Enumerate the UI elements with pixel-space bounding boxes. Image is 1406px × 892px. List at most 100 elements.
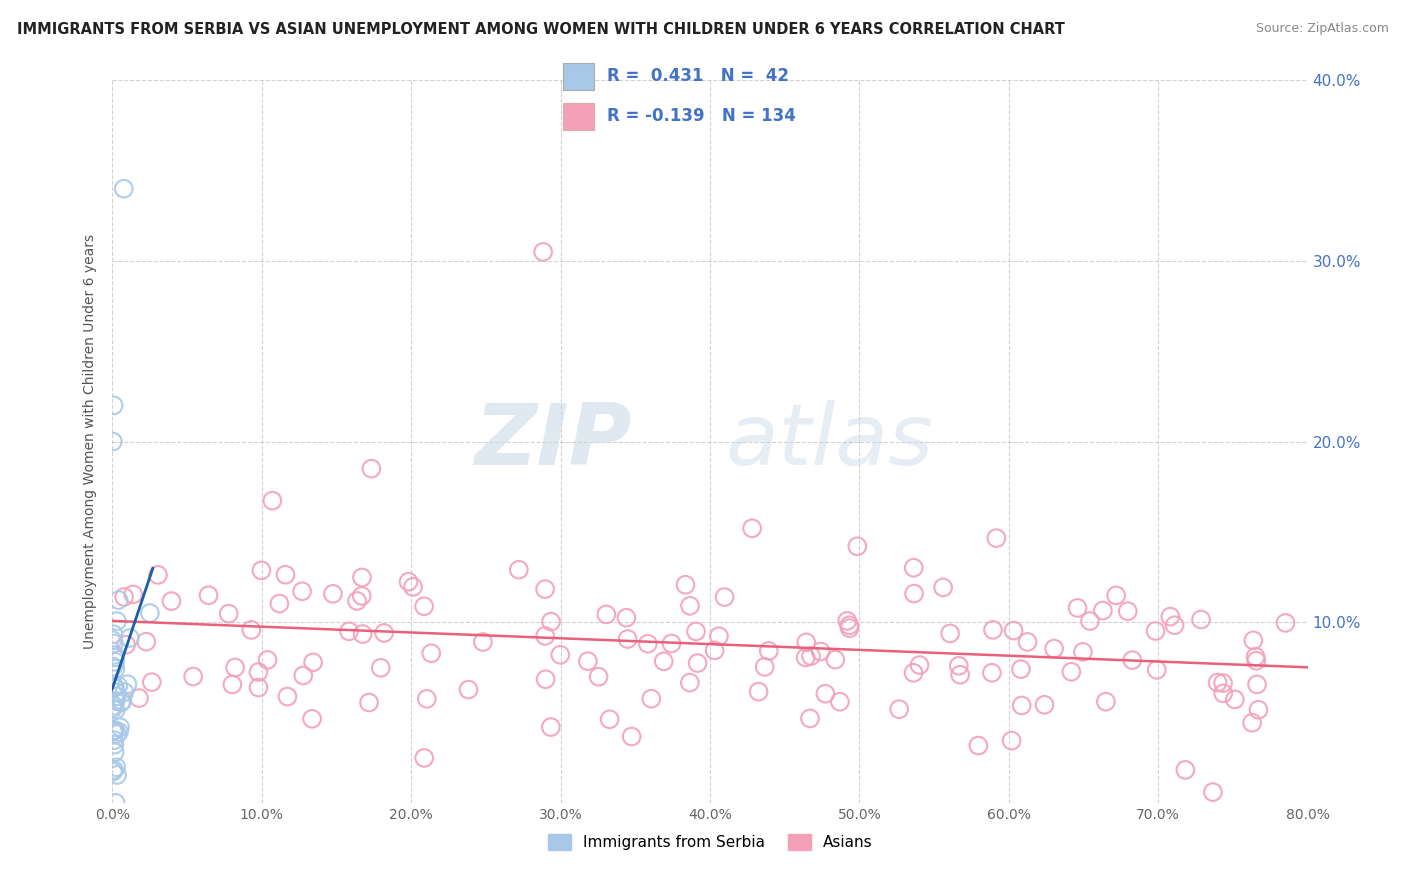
Point xyxy=(1066,601,1088,615)
Point xyxy=(1011,698,1033,713)
Point xyxy=(1116,604,1139,618)
Point xyxy=(1212,686,1234,700)
Point xyxy=(1163,618,1185,632)
Point xyxy=(373,626,395,640)
Point xyxy=(240,623,263,637)
Point xyxy=(160,594,183,608)
Point xyxy=(104,655,127,669)
Point xyxy=(110,695,132,709)
Y-axis label: Unemployment Among Women with Children Under 6 years: Unemployment Among Women with Children U… xyxy=(83,234,97,649)
Point xyxy=(402,580,425,594)
Point xyxy=(703,643,725,657)
Point xyxy=(685,624,707,639)
Point xyxy=(103,659,125,673)
Point xyxy=(103,627,125,641)
Point xyxy=(1244,649,1267,664)
Point xyxy=(949,667,972,681)
Point xyxy=(980,665,1002,680)
Point xyxy=(218,607,240,621)
Point xyxy=(675,578,697,592)
Point xyxy=(221,677,243,691)
Point xyxy=(104,681,127,695)
Point xyxy=(247,665,270,679)
Point xyxy=(105,760,128,774)
Point xyxy=(370,661,392,675)
Point xyxy=(889,702,911,716)
Point xyxy=(107,679,129,693)
Point xyxy=(986,531,1008,545)
Point xyxy=(686,656,709,670)
Point xyxy=(838,621,860,635)
Point xyxy=(181,669,204,683)
Point xyxy=(105,690,128,704)
Point xyxy=(1121,653,1143,667)
Point xyxy=(301,712,323,726)
Point xyxy=(471,635,494,649)
Point xyxy=(620,730,643,744)
Point xyxy=(1274,615,1296,630)
Text: atlas: atlas xyxy=(725,400,934,483)
FancyBboxPatch shape xyxy=(564,62,595,90)
Point xyxy=(101,764,124,779)
Point xyxy=(104,650,127,665)
Point xyxy=(1002,624,1025,638)
Point xyxy=(135,634,157,648)
Point xyxy=(141,675,163,690)
Point xyxy=(107,593,129,607)
Point xyxy=(1247,703,1270,717)
Point xyxy=(799,711,821,725)
Point xyxy=(274,567,297,582)
Point xyxy=(810,644,832,658)
Point xyxy=(1105,588,1128,602)
Point xyxy=(146,568,169,582)
Point xyxy=(104,694,127,708)
Point xyxy=(1043,641,1066,656)
Point xyxy=(105,685,128,699)
Point xyxy=(413,751,436,765)
Point xyxy=(679,599,702,613)
Point xyxy=(103,733,125,747)
Point xyxy=(262,493,284,508)
Point xyxy=(824,652,846,666)
Point xyxy=(101,633,124,648)
Point xyxy=(1223,692,1246,706)
FancyBboxPatch shape xyxy=(564,103,595,130)
Point xyxy=(1159,609,1181,624)
Point xyxy=(413,599,436,614)
Point xyxy=(104,662,127,676)
Point xyxy=(105,768,128,782)
Text: R = -0.139   N = 134: R = -0.139 N = 134 xyxy=(607,107,796,125)
Point xyxy=(540,615,562,629)
Legend: Immigrants from Serbia, Asians: Immigrants from Serbia, Asians xyxy=(541,829,879,856)
Point xyxy=(754,660,776,674)
Point xyxy=(534,582,557,596)
Point xyxy=(111,694,134,708)
Point xyxy=(637,637,659,651)
Point xyxy=(101,724,124,739)
Point xyxy=(932,581,955,595)
Point xyxy=(948,658,970,673)
Text: Source: ZipAtlas.com: Source: ZipAtlas.com xyxy=(1256,22,1389,36)
Point xyxy=(250,563,273,577)
Point xyxy=(105,727,128,741)
Point xyxy=(1189,613,1212,627)
Point xyxy=(105,614,128,628)
Point xyxy=(903,586,925,600)
Point xyxy=(128,691,150,706)
Point xyxy=(256,653,278,667)
Point xyxy=(420,646,443,660)
Point xyxy=(846,539,869,553)
Point xyxy=(838,618,860,632)
Point xyxy=(1060,665,1083,679)
Point xyxy=(457,682,479,697)
Point xyxy=(108,725,131,739)
Point xyxy=(350,570,373,584)
Point xyxy=(360,461,382,475)
Point xyxy=(322,587,344,601)
Point xyxy=(1241,715,1264,730)
Point xyxy=(103,398,125,412)
Point xyxy=(108,720,131,734)
Point xyxy=(908,658,931,673)
Point xyxy=(661,636,683,650)
Point xyxy=(103,724,125,739)
